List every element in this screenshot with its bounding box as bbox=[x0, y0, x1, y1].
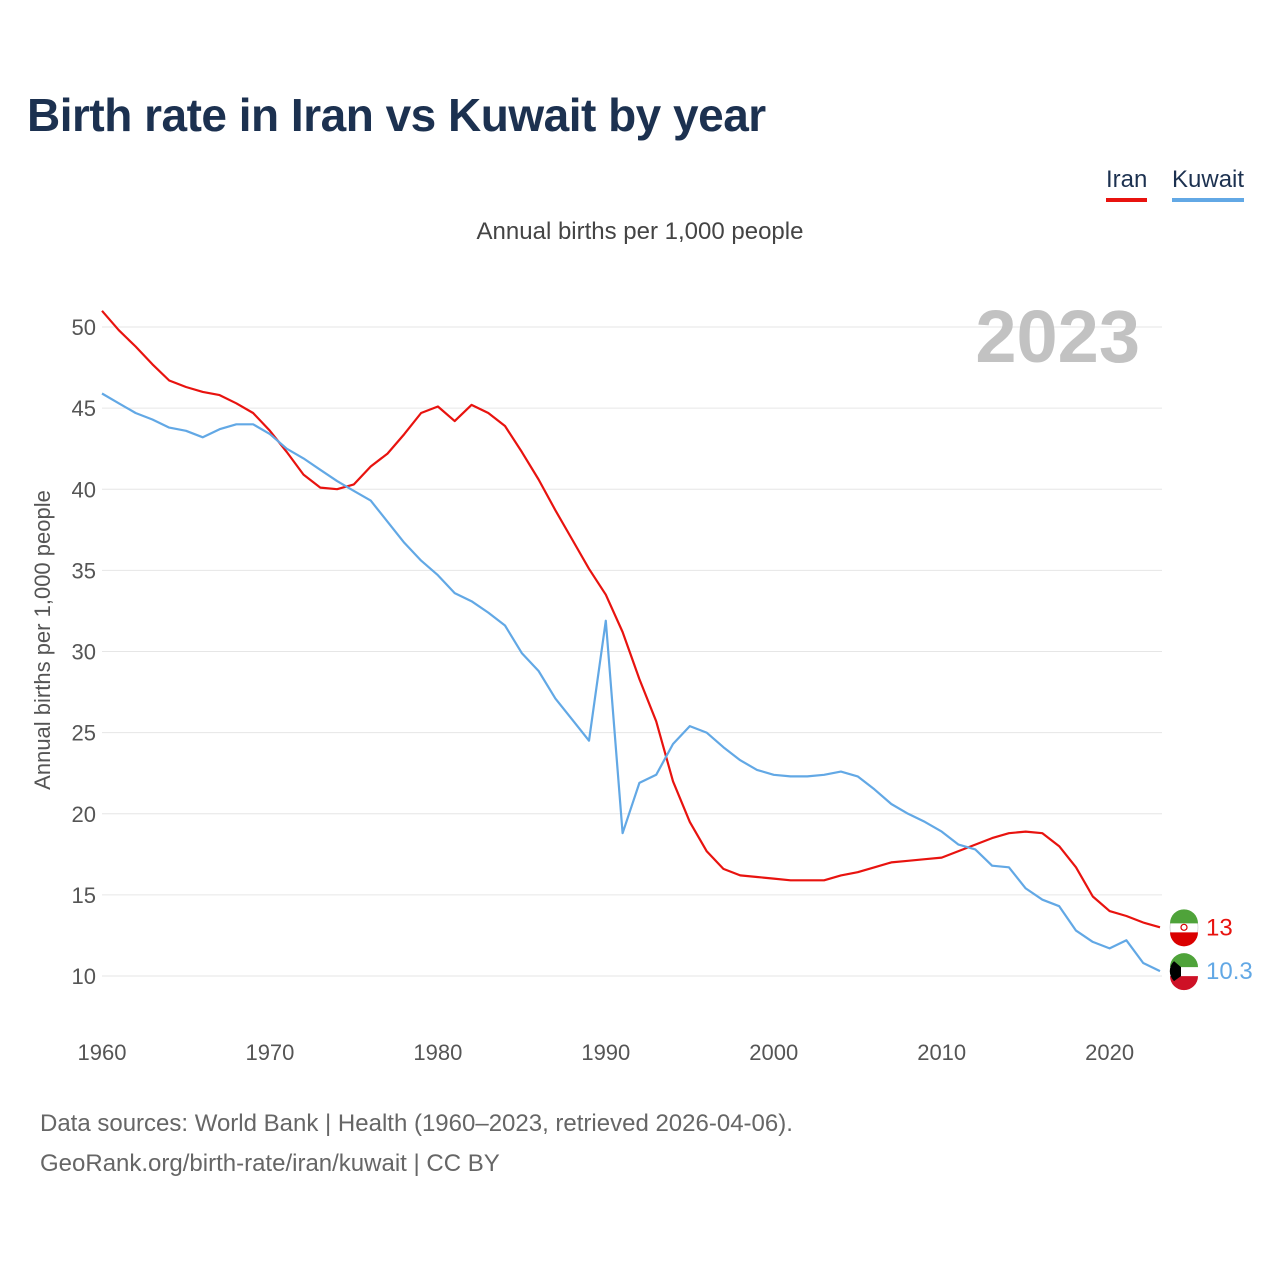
series-lines bbox=[101, 310, 1161, 973]
footer-sources: Data sources: World Bank | Health (1960–… bbox=[40, 1110, 793, 1137]
y-axis-title: Annual births per 1,000 people bbox=[30, 490, 55, 790]
y-tick-label: 30 bbox=[72, 640, 96, 665]
x-tick-label: 2010 bbox=[917, 1040, 966, 1065]
chart-title: Birth rate in Iran vs Kuwait by year bbox=[27, 89, 766, 141]
kuwait-flag-icon bbox=[1169, 953, 1198, 991]
y-tick-label: 20 bbox=[72, 802, 96, 827]
y-tick-label: 35 bbox=[72, 558, 96, 583]
x-axis-ticks: 1960 1970 1980 1990 2000 2010 2020 bbox=[78, 1040, 1135, 1065]
iran-flag-icon bbox=[1169, 909, 1199, 947]
y-tick-label: 10 bbox=[72, 964, 96, 989]
x-tick-label: 1980 bbox=[413, 1040, 462, 1065]
x-tick-label: 1970 bbox=[245, 1040, 294, 1065]
end-label-iran: 13 bbox=[1206, 914, 1233, 941]
x-tick-label: 1960 bbox=[78, 1040, 127, 1065]
y-axis-ticks: 10 15 20 25 30 35 40 45 50 bbox=[72, 315, 96, 989]
year-watermark: 2023 bbox=[975, 295, 1140, 378]
end-label-kuwait: 10.3 bbox=[1206, 958, 1253, 985]
y-tick-label: 25 bbox=[72, 721, 96, 746]
footer-url[interactable]: GeoRank.org/birth-rate/iran/kuwait | CC … bbox=[40, 1150, 500, 1177]
legend-label-kuwait: Kuwait bbox=[1172, 166, 1245, 193]
grid-lines bbox=[102, 326, 1162, 977]
legend-label-iran: Iran bbox=[1106, 166, 1148, 193]
y-tick-label: 40 bbox=[72, 477, 96, 502]
series-line-kuwait[interactable] bbox=[101, 392, 1161, 973]
y-tick-label: 50 bbox=[72, 315, 96, 340]
series-end-labels: 13 10.3 bbox=[1169, 909, 1253, 991]
footer: Data sources: World Bank | Health (1960–… bbox=[40, 1104, 793, 1184]
legend-swatch-iran bbox=[1106, 198, 1148, 202]
x-tick-label: 1990 bbox=[581, 1040, 630, 1065]
legend-item-kuwait[interactable]: Kuwait bbox=[1172, 166, 1245, 202]
legend-swatch-kuwait bbox=[1172, 198, 1245, 202]
chart-subtitle: Annual births per 1,000 people bbox=[476, 218, 804, 245]
y-tick-label: 15 bbox=[72, 883, 96, 908]
y-tick-label: 45 bbox=[72, 396, 96, 421]
legend-item-iran[interactable]: Iran bbox=[1106, 166, 1148, 202]
x-tick-label: 2000 bbox=[749, 1040, 798, 1065]
series-line-iran[interactable] bbox=[101, 310, 1161, 929]
x-tick-label: 2020 bbox=[1085, 1040, 1134, 1065]
